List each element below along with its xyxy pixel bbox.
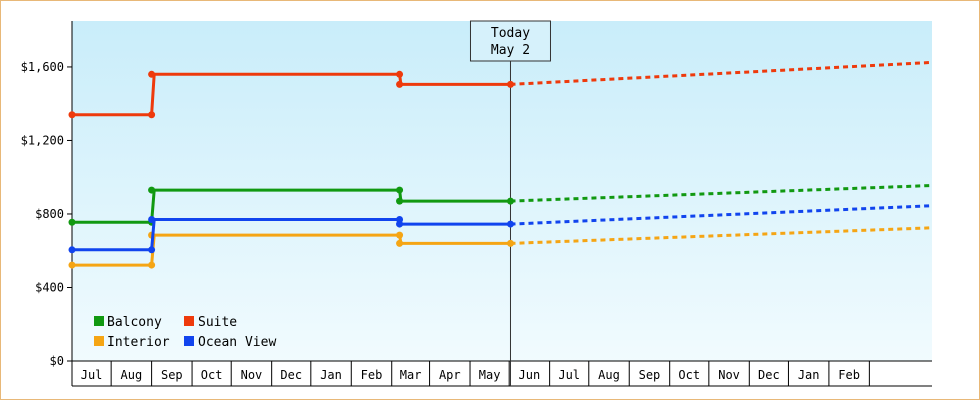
x-tick-label: Oct (201, 368, 223, 382)
y-tick-label: $1,600 (21, 60, 64, 74)
data-point (68, 111, 76, 119)
series-projection-balcony (510, 184, 933, 203)
x-axis: Jul Aug Sep Oct Nov Dec Jan Feb Mar Apr May Jun Jul A… (71, 360, 932, 387)
data-point (68, 261, 76, 269)
x-tick-label: Mar (400, 368, 422, 382)
data-point (396, 197, 404, 205)
data-point (148, 70, 156, 78)
series-layer (68, 60, 933, 269)
x-tick-label: Sep (639, 368, 661, 382)
legend-label-ocean-view: Ocean View (198, 335, 276, 350)
data-point (506, 239, 514, 247)
data-point (506, 80, 514, 88)
legend-label-balcony: Balcony (107, 315, 162, 330)
series-interior (68, 226, 933, 269)
x-tick-label: Feb (838, 368, 860, 382)
x-tick-label: Sep (161, 368, 183, 382)
data-point (148, 215, 156, 223)
x-tick-label: Apr (439, 368, 461, 382)
series-ocean-view (68, 204, 933, 254)
x-tick-label: Nov (718, 368, 740, 382)
data-point (396, 231, 404, 239)
series-projection-interior (510, 226, 933, 245)
series-line-interior (72, 233, 511, 267)
x-tick-label: Jul (558, 368, 580, 382)
y-tick-label: $0 (50, 354, 64, 368)
legend-swatch-ocean-view (184, 336, 194, 346)
data-point (396, 186, 404, 194)
series-suite (68, 60, 933, 119)
y-tick-label: $1,200 (21, 133, 64, 147)
today-label: Today (491, 26, 530, 41)
series-line-suite (72, 72, 511, 117)
legend: Balcony Suite Interior Ocean View (94, 315, 276, 350)
y-tick-label: $400 (35, 280, 64, 294)
x-tick-label: Jan (798, 368, 820, 382)
series-line-ocean-view (72, 218, 511, 252)
data-point (506, 220, 514, 228)
data-point (148, 246, 156, 254)
data-point (396, 70, 404, 78)
series-projection-ocean-view (510, 204, 933, 226)
y-axis: $0 $400 $800 $1,200 $1,600 (21, 21, 73, 368)
x-tick-label: Jun (519, 368, 541, 382)
today-date: May 2 (491, 43, 530, 58)
x-tick-label: Jul (81, 368, 103, 382)
data-point (68, 246, 76, 254)
data-point (396, 80, 404, 88)
x-tick-label: Jan (320, 368, 342, 382)
data-point (148, 111, 156, 119)
legend-swatch-suite (184, 316, 194, 326)
x-tick-label: Aug (121, 368, 143, 382)
series-projection-suite (510, 60, 933, 86)
data-point (148, 261, 156, 269)
series-line-balcony (72, 188, 511, 224)
data-point (68, 218, 76, 226)
data-point (148, 186, 156, 194)
x-tick-label: May (479, 368, 501, 382)
data-point (396, 220, 404, 228)
today-label-box (469, 20, 551, 62)
y-tick-label: $800 (35, 207, 64, 221)
x-tick-label: Dec (758, 368, 780, 382)
legend-swatch-interior (94, 336, 104, 346)
legend-swatch-balcony (94, 316, 104, 326)
data-point (396, 239, 404, 247)
x-tick-label: Nov (241, 368, 263, 382)
x-tick-label: Feb (361, 368, 383, 382)
x-tick-label: Aug (598, 368, 620, 382)
legend-label-suite: Suite (198, 315, 237, 330)
legend-label-interior: Interior (107, 335, 170, 350)
x-tick-label: Dec (280, 368, 302, 382)
x-tick-label: Oct (678, 368, 700, 382)
data-point (506, 197, 514, 205)
